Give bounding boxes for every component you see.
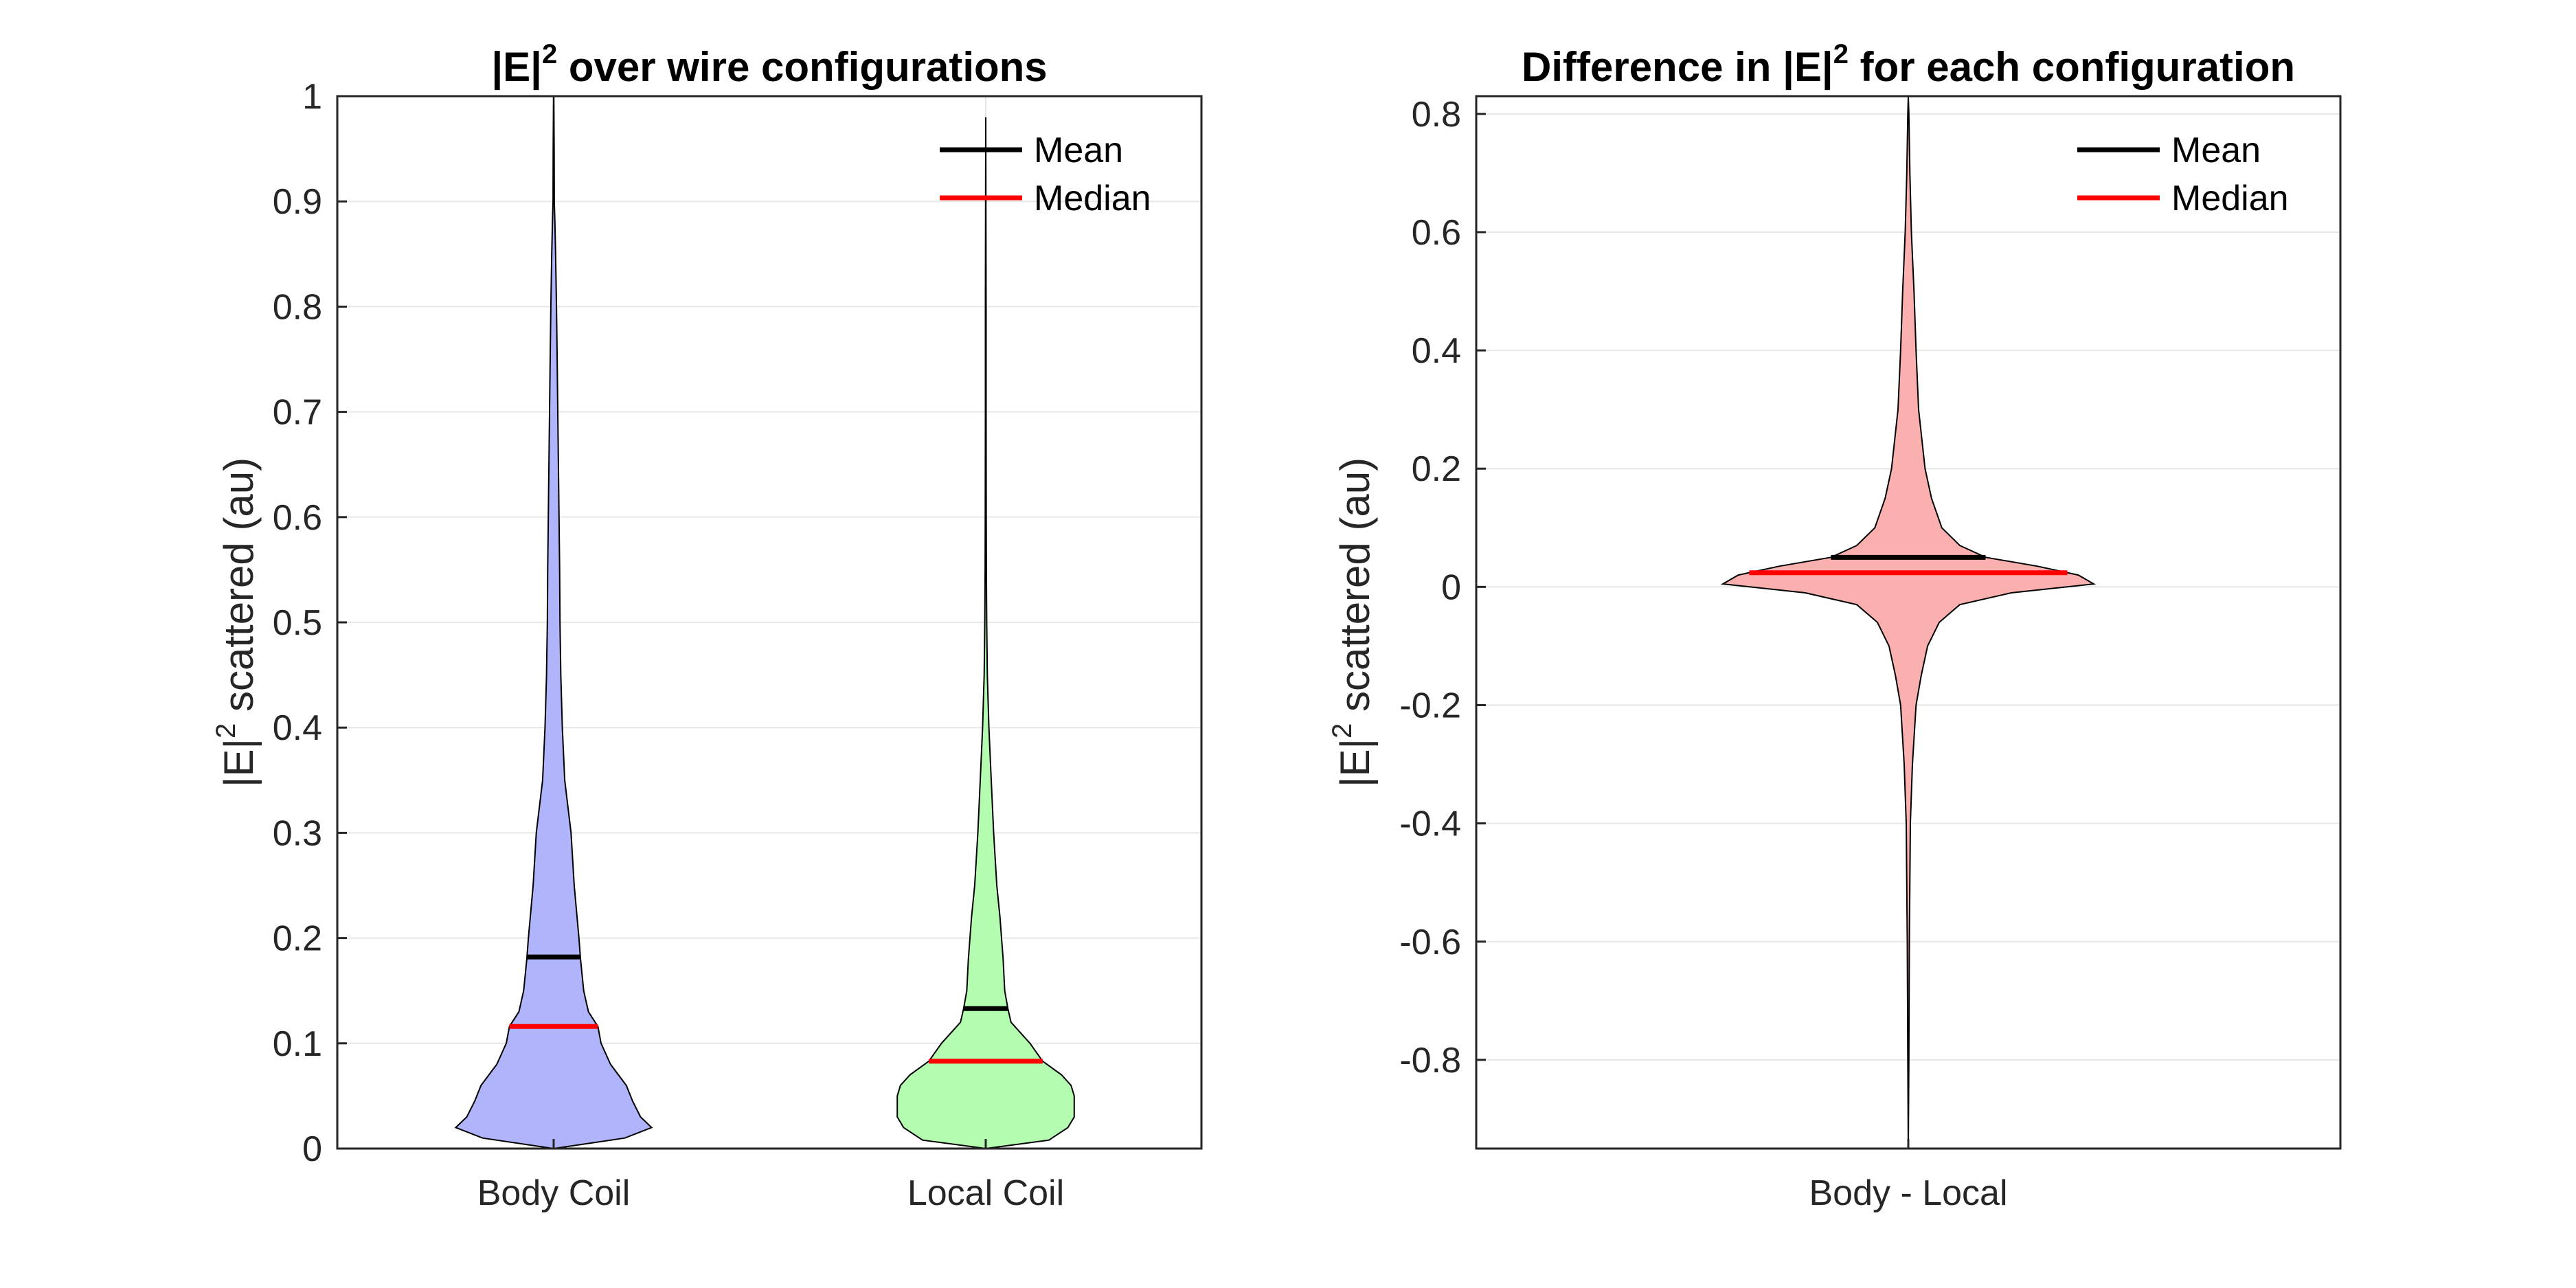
left-y-tick-label: 0.8 [273,287,322,327]
right-legend: Mean Median [2077,131,2289,218]
right-y-tick-label: 0 [1441,567,1461,607]
left-y-tick-label: 0.7 [273,393,322,433]
left-y-tick-label: 0.2 [273,919,322,959]
left-y-tick-label: 0.6 [273,498,322,538]
right-y-axis-label: |E|2 scattered (au) [1327,457,1378,787]
left-y-tick-label: 1 [302,77,322,117]
left-y-ticks: 0 0.1 0.2 0.3 0.4 0.5 0.6 0.7 0.8 0.9 1 [273,77,347,1169]
right-title-base: Difference in |E| [1522,44,1833,91]
right-y-tick-label: -0.8 [1399,1041,1461,1081]
right-ylabel-sup: 2 [1327,723,1357,738]
left-legend-mean-label: Mean [1034,131,1123,170]
left-y-tick-label: 0.9 [273,182,322,222]
right-y-tick-label: 0.2 [1412,449,1461,489]
left-x-tick-label: Body Coil [477,1173,631,1213]
left-legend: Mean Median [940,131,1151,218]
right-chart-title: Difference in |E|2 for each configuratio… [1522,39,2295,91]
right-legend-mean-label: Mean [2171,131,2261,170]
right-x-ticks: Body - Local [1809,1139,2008,1213]
left-title-rest: over wire configurations [557,44,1047,90]
right-y-tick-label: 0.4 [1412,331,1461,371]
left-violins [454,95,1075,1150]
left-violin-chart: 0 0.1 0.2 0.3 0.4 0.5 0.6 0.7 0.8 0.9 1 Body Coil L… [211,39,1203,1213]
left-ylabel-base: |E| [216,738,262,787]
right-y-tick-label: -0.2 [1399,686,1461,725]
left-x-ticks: Body Coil Local Coil [477,1139,1064,1213]
left-title-sup: 2 [542,39,557,69]
left-y-tick-label: 0.4 [273,708,322,748]
right-y-ticks: -0.8 -0.6 -0.4 -0.2 0 0.2 0.4 0.6 0.8 [1399,95,1486,1081]
right-ylabel-base: |E| [1332,738,1378,787]
left-ylabel-rest: scattered (au) [216,457,262,723]
left-y-tick-label: 0 [302,1129,322,1169]
right-y-tick-label: -0.6 [1399,923,1461,962]
left-ylabel-sup: 2 [211,723,241,738]
left-chart-title: |E|2 over wire configurations [491,39,1047,91]
right-ylabel-rest: scattered (au) [1332,457,1378,723]
right-y-tick-label: 0.8 [1412,95,1461,135]
local-coil-violin [896,117,1075,1150]
left-title-base: |E| [491,44,542,91]
left-x-tick-label: Local Coil [907,1173,1064,1213]
right-title-sup: 2 [1833,39,1849,69]
left-y-tick-label: 0.5 [273,603,322,643]
left-legend-median-label: Median [1034,179,1151,218]
right-violin-chart: -0.8 -0.6 -0.4 -0.2 0 0.2 0.4 0.6 0.8 Body - Loc… [1327,39,2342,1213]
right-title-rest: for each configuration [1849,44,2295,90]
right-y-tick-label: 0.6 [1412,213,1461,253]
right-legend-median-label: Median [2171,179,2289,218]
right-x-tick-label: Body - Local [1809,1173,2007,1213]
right-y-tick-label: -0.4 [1399,804,1461,844]
left-y-tick-label: 0.3 [273,813,322,853]
left-y-axis-label: |E|2 scattered (au) [211,457,262,787]
left-y-tick-label: 0.1 [273,1024,322,1064]
